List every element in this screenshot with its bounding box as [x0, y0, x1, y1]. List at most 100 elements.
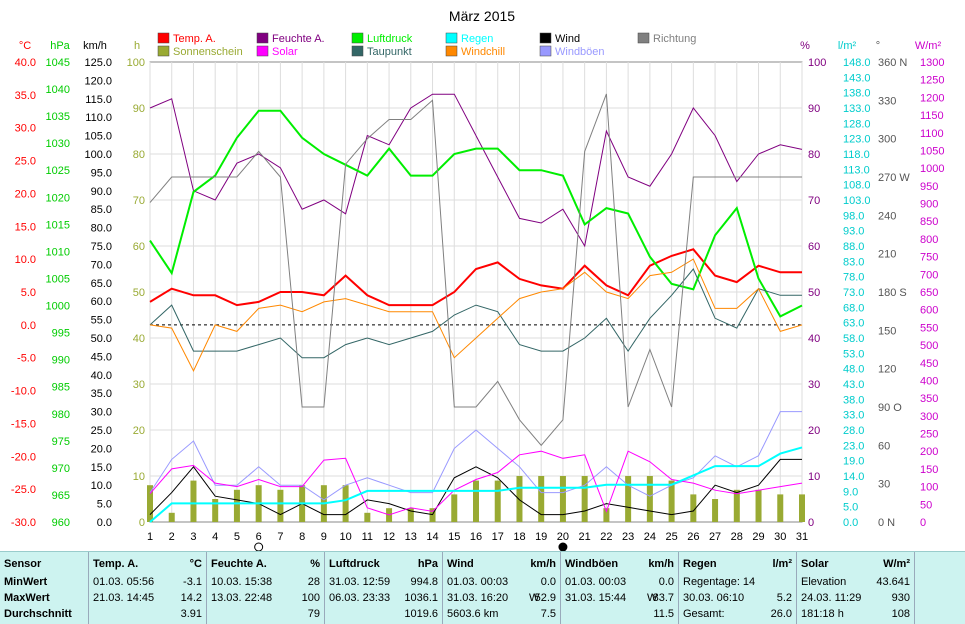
direction-tick-12: 0 N [878, 517, 895, 529]
legend-label-6: Sonnenschein [173, 46, 243, 58]
rain-tick-4: 128.0 [843, 118, 871, 130]
wind-tick-16: 45.0 [91, 351, 112, 363]
summary-sensor-header: Sensor [4, 558, 42, 570]
legend-label-10: Windböen [555, 46, 605, 58]
series-windb-en [149, 411, 802, 501]
solar-tick-8: 900 [920, 199, 938, 211]
humidity-max-val: 100 [301, 592, 320, 604]
direction-tick-2: 300 [878, 134, 896, 146]
legend-label-3: Regen [461, 33, 493, 45]
x-tick-6: 6 [256, 531, 262, 543]
legend-swatch-5 [637, 32, 650, 44]
direction-tick-8: 120 [878, 364, 896, 376]
wind-tick-24: 5.0 [97, 499, 112, 511]
pressure-tick-16: 965 [52, 490, 70, 502]
temp-tick-5: 15.0 [15, 221, 36, 233]
wind-tick-21: 20.0 [91, 443, 112, 455]
solar-tick-4: 1100 [920, 128, 944, 140]
rain-unit-label: l/m² [838, 40, 857, 52]
sunshine-bar-27 [712, 499, 719, 522]
direction-tick-6: 180 S [878, 287, 907, 299]
wind-tick-2: 115.0 [85, 94, 112, 106]
x-tick-31: 31 [796, 531, 808, 543]
humidity-tick-9: 10 [808, 471, 820, 483]
temp-min-val: -3.1 [183, 576, 202, 588]
moon-full-icon [558, 542, 568, 551]
wind-tick-22: 15.0 [91, 462, 112, 474]
wind-tick-6: 95.0 [91, 167, 112, 179]
rain-tick-22: 38.0 [843, 394, 864, 406]
wind-min-time: 01.03. 00:03 [447, 576, 509, 588]
humidity-tick-0: 100 [808, 57, 826, 69]
x-tick-7: 7 [277, 531, 283, 543]
wind-tick-9: 80.0 [91, 223, 112, 235]
rain-tick-17: 63.0 [843, 318, 864, 330]
wind-tick-14: 55.0 [91, 315, 112, 327]
temp-tick-9: -5.0 [17, 353, 36, 365]
humidity-tick-8: 20 [808, 425, 820, 437]
sunshine-bar-30 [777, 494, 784, 522]
x-tick-19: 19 [535, 531, 547, 543]
sunshine-bar-19 [538, 476, 545, 522]
wind-distance: 5603.6 km [447, 608, 499, 620]
sunshine-bar-21 [581, 476, 588, 522]
humidity-tick-6: 40 [808, 333, 820, 345]
sunshine-bar-7 [277, 489, 284, 522]
pressure-tick-2: 1035 [46, 111, 70, 123]
wind-tick-20: 25.0 [91, 425, 112, 437]
summary-table: Sensor MinWert MaxWert Durchschnitt Temp… [0, 551, 965, 624]
solar-tick-2: 1200 [920, 92, 944, 104]
x-tick-28: 28 [731, 531, 743, 543]
x-tick-18: 18 [513, 531, 525, 543]
summary-rain-unit: l/m² [772, 558, 792, 570]
summary-wind-unit: km/h [530, 558, 556, 570]
rain-max-val: 5.2 [776, 592, 792, 604]
series-feuchte-a [149, 93, 803, 248]
x-tick-26: 26 [687, 531, 699, 543]
pressure-min-time: 31.03. 12:59 [329, 576, 391, 588]
summary-pressure-col: Luftdruck hPa 31.03. 12:59 994.8 06.03. 23… [324, 552, 442, 624]
solar-tick-12: 700 [920, 269, 938, 281]
solar-tick-26: 0 [920, 517, 926, 529]
rain-tick-8: 108.0 [843, 180, 871, 192]
sun-tick-2: 80 [133, 149, 145, 161]
pressure-tick-5: 1020 [46, 192, 70, 204]
wind-tick-7: 90.0 [91, 186, 112, 198]
wind-tick-19: 30.0 [91, 407, 112, 419]
rain-tick-18: 58.0 [843, 333, 864, 345]
legend-swatch-10 [539, 45, 552, 57]
summary-temp-header: Temp. A. [93, 558, 139, 570]
direction-tick-4: 240 [878, 210, 896, 222]
summary-solar-col: Solar W/m² Elevation 43.641 24.03. 11:29 93… [796, 552, 914, 624]
solar-tick-5: 1050 [920, 145, 944, 157]
wind-tick-23: 10.0 [91, 480, 112, 492]
solar-tick-21: 250 [920, 429, 938, 441]
temp-tick-0: 40.0 [15, 57, 36, 69]
rain-tick-24: 28.0 [843, 425, 864, 437]
legend-label-2: Luftdruck [367, 33, 413, 45]
x-tick-22: 22 [600, 531, 612, 543]
humidity-tick-2: 80 [808, 149, 820, 161]
summary-gust-unit: km/h [648, 558, 674, 570]
rain-tick-6: 118.0 [843, 149, 870, 161]
rain-tick-3: 133.0 [843, 103, 871, 115]
legend-swatch-9 [445, 45, 458, 57]
sunshine-bar-1 [147, 485, 153, 522]
temp-tick-10: -10.0 [11, 386, 36, 398]
series-regen [149, 446, 803, 523]
summary-humidity-header: Feuchte A. [211, 558, 267, 570]
sun-tick-8: 20 [133, 425, 145, 437]
sunshine-bar-25 [668, 480, 675, 522]
temp-max-val: 14.2 [180, 592, 202, 604]
rain-tick-26: 19.0 [843, 456, 864, 468]
x-tick-25: 25 [665, 531, 677, 543]
humidity-unit-label: % [800, 40, 810, 52]
direction-tick-7: 150 [878, 325, 896, 337]
summary-rain-col: Regen l/m² Regentage: 14 30.03. 06:10 5.2 … [678, 552, 796, 624]
solar-max-val: 930 [891, 592, 910, 604]
temp-tick-3: 25.0 [15, 156, 36, 168]
rain-tick-2: 138.0 [843, 88, 871, 100]
pressure-tick-0: 1045 [46, 57, 70, 69]
wind-max-time: 31.03. 16:20 [447, 592, 509, 604]
rain-tick-27: 14.0 [843, 471, 864, 483]
